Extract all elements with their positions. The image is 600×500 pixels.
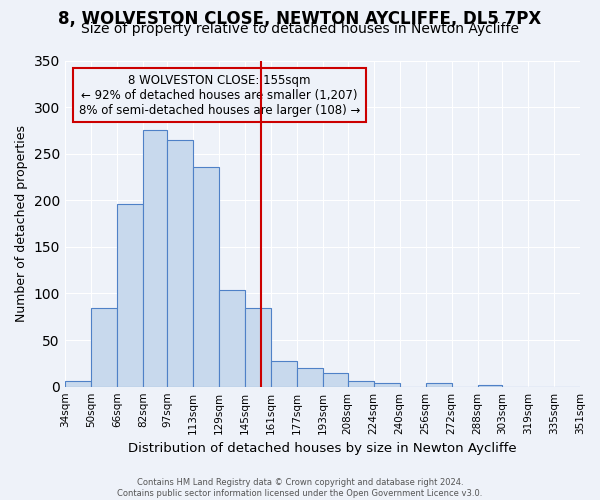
Y-axis label: Number of detached properties: Number of detached properties <box>15 125 28 322</box>
Bar <box>323 372 347 386</box>
X-axis label: Distribution of detached houses by size in Newton Aycliffe: Distribution of detached houses by size … <box>128 442 517 455</box>
Bar <box>219 290 245 386</box>
Text: Size of property relative to detached houses in Newton Aycliffe: Size of property relative to detached ho… <box>81 22 519 36</box>
Bar <box>117 204 143 386</box>
Bar <box>297 368 323 386</box>
Bar <box>167 140 193 386</box>
Bar <box>271 360 297 386</box>
Text: 8, WOLVESTON CLOSE, NEWTON AYCLIFFE, DL5 7PX: 8, WOLVESTON CLOSE, NEWTON AYCLIFFE, DL5… <box>58 10 542 28</box>
Bar <box>193 166 219 386</box>
Text: Contains HM Land Registry data © Crown copyright and database right 2024.
Contai: Contains HM Land Registry data © Crown c… <box>118 478 482 498</box>
Bar <box>425 383 452 386</box>
Bar <box>245 308 271 386</box>
Bar <box>347 381 374 386</box>
Bar <box>374 383 400 386</box>
Bar <box>478 385 502 386</box>
Text: 8 WOLVESTON CLOSE: 155sqm
← 92% of detached houses are smaller (1,207)
8% of sem: 8 WOLVESTON CLOSE: 155sqm ← 92% of detac… <box>79 74 360 116</box>
Bar <box>143 130 167 386</box>
Bar <box>91 308 117 386</box>
Bar <box>65 381 91 386</box>
